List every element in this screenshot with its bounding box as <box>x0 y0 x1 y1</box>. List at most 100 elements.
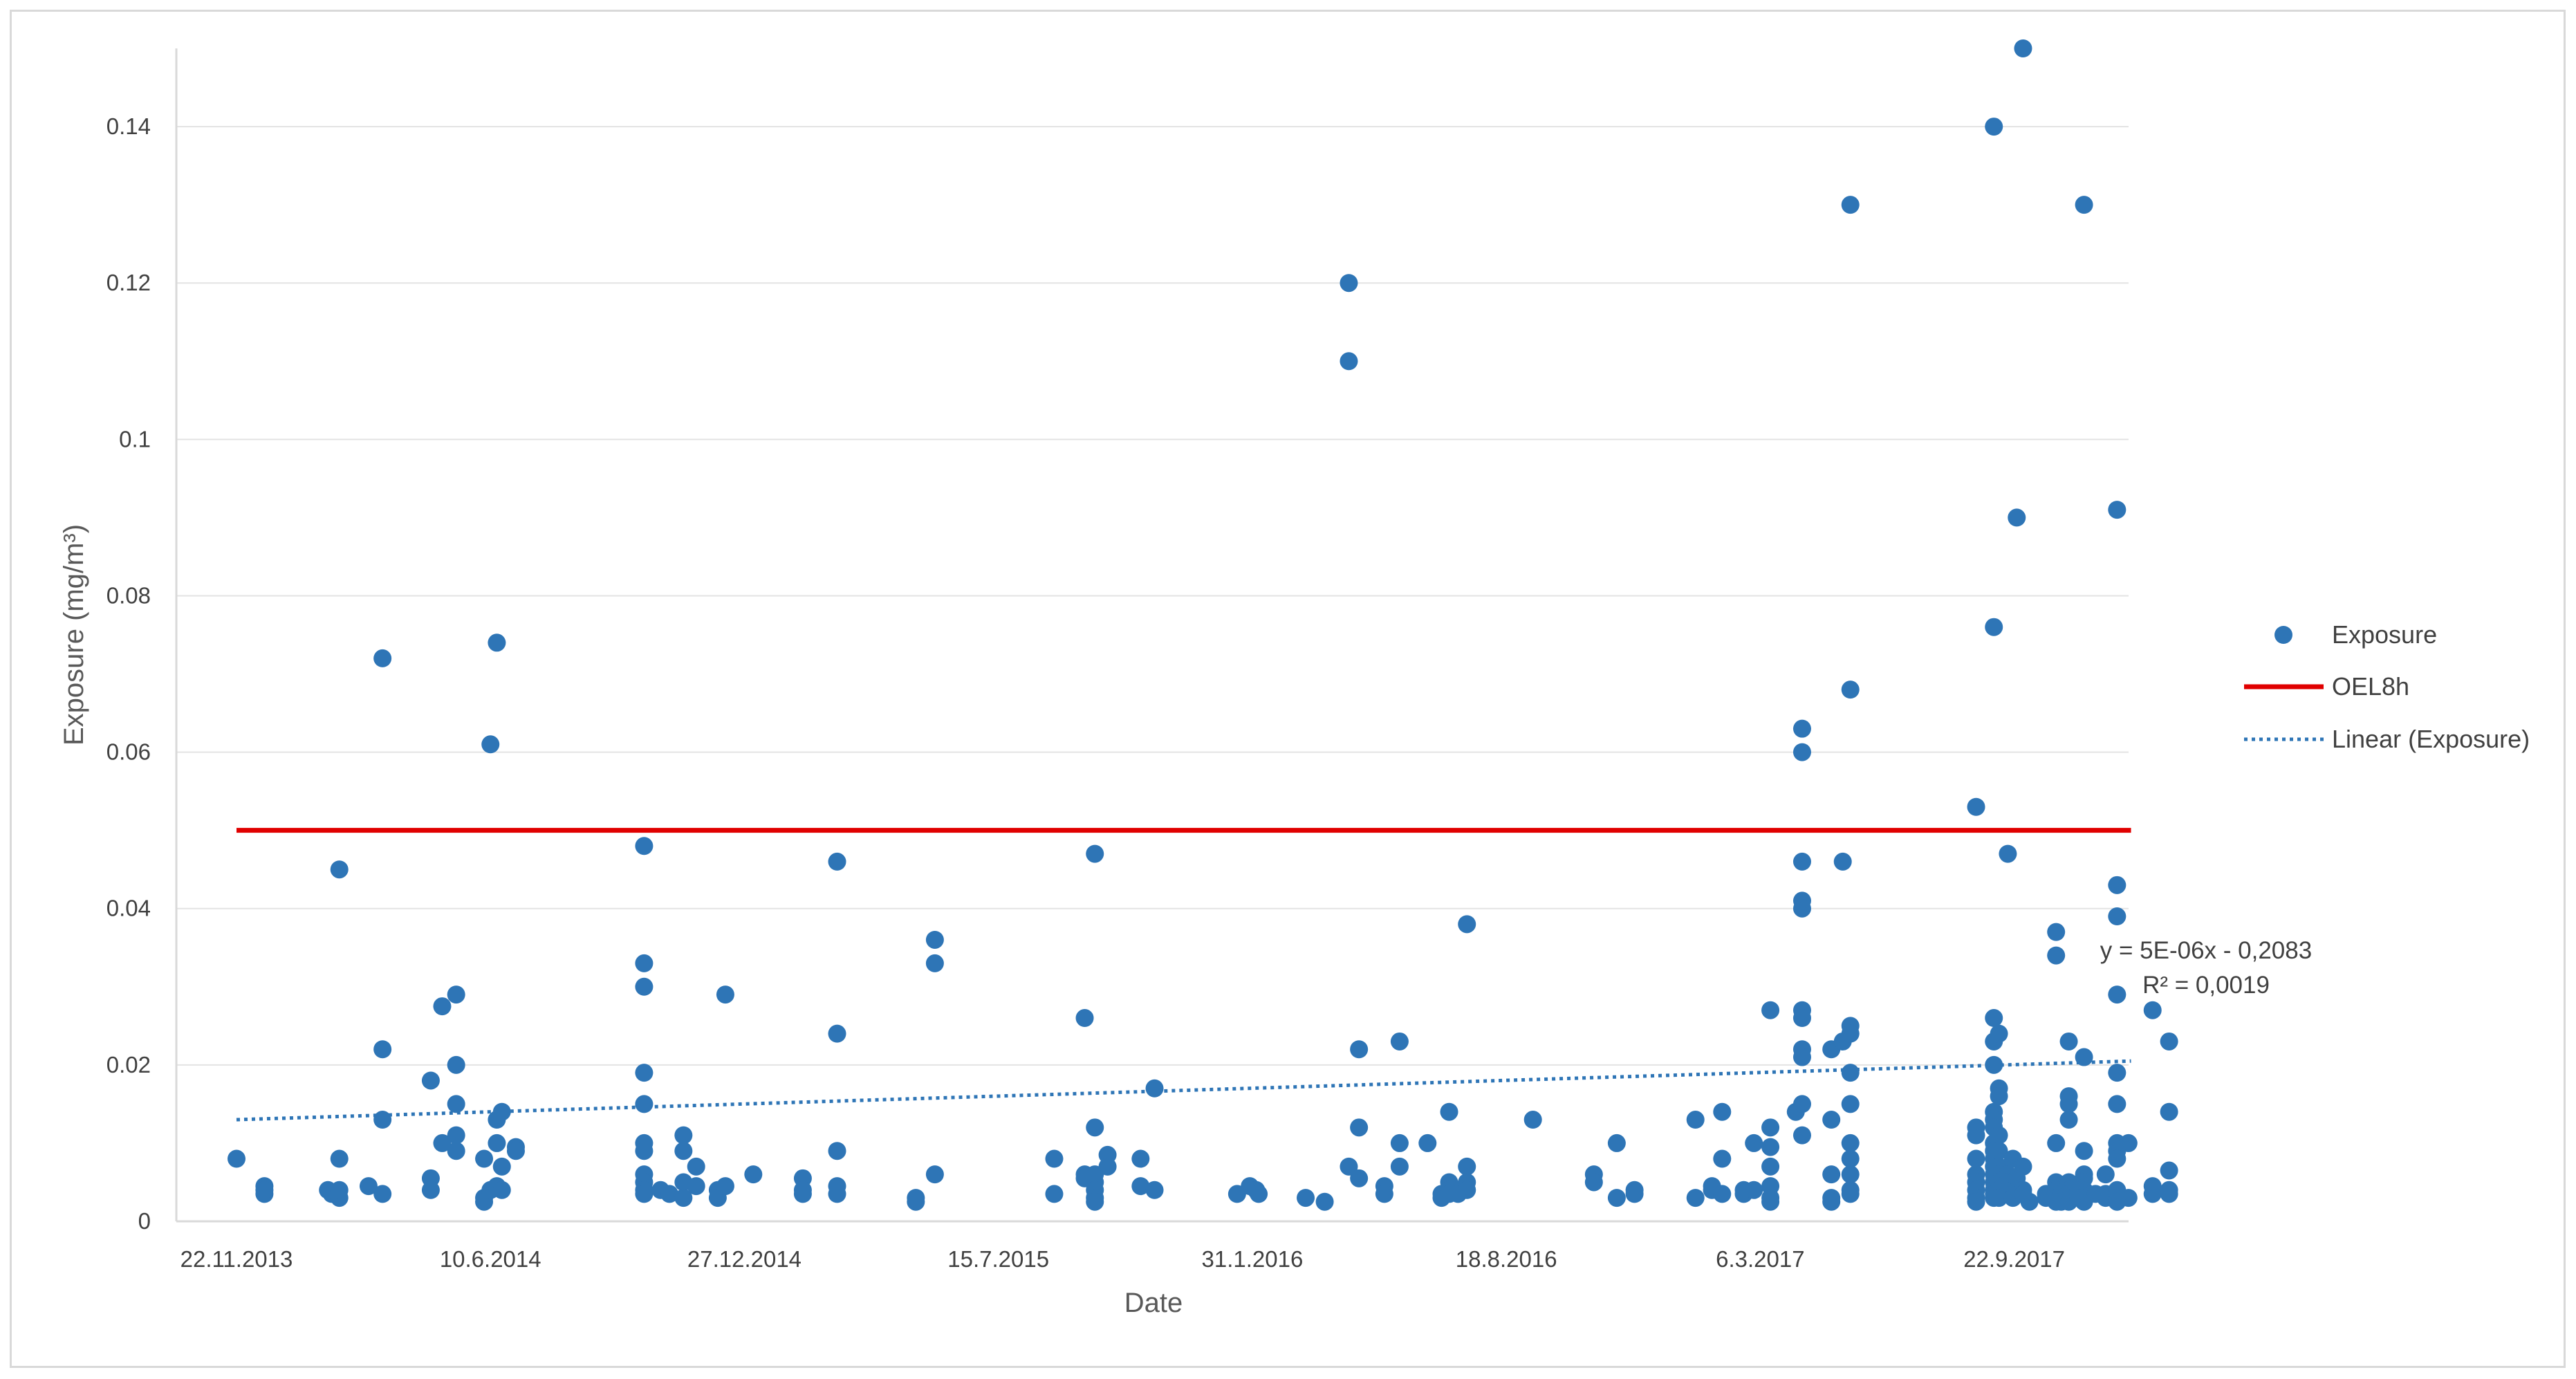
exposure-point <box>635 1064 654 1082</box>
exposure-point <box>744 1165 763 1184</box>
exposure-point <box>635 954 654 972</box>
exposure-point <box>447 1095 465 1113</box>
x-tick-label: 27.12.2014 <box>687 1246 801 1272</box>
exposure-point <box>1075 1009 1094 1028</box>
exposure-point <box>2108 501 2126 519</box>
exposure-point <box>433 1133 452 1152</box>
exposure-point <box>330 860 349 879</box>
x-tick-label: 18.8.2016 <box>1456 1246 1557 1272</box>
exposure-point <box>2143 1185 2162 1203</box>
exposure-point <box>1990 1189 2008 1207</box>
exposure-point <box>1761 1118 1780 1137</box>
exposure-point <box>1761 1157 1780 1176</box>
y-axis-title: Exposure (mg/m³) <box>59 524 89 746</box>
exposure-point <box>925 954 944 972</box>
exposure-point <box>2108 985 2126 1004</box>
exposure-point <box>2047 923 2066 941</box>
exposure-point <box>506 1142 525 1160</box>
exposure-point <box>828 1185 846 1203</box>
exposure-point <box>1440 1102 1458 1121</box>
legend-exposure-marker <box>2274 626 2292 644</box>
exposure-point <box>1086 1118 1104 1137</box>
exposure-point <box>2075 1048 2093 1066</box>
legend-oel8h-label: OEL8h <box>2332 672 2409 701</box>
exposure-point <box>635 977 654 996</box>
exposure-point <box>1841 1185 1860 1203</box>
exposure-point <box>828 852 846 871</box>
exposure-point <box>1713 1102 1732 1121</box>
exposure-point <box>2160 1032 2178 1051</box>
exposure-point <box>1990 1024 2008 1043</box>
exposure-point <box>255 1181 274 1199</box>
exposure-point <box>1418 1133 1437 1152</box>
exposure-point <box>1967 1126 1985 1145</box>
x-tick-label: 22.9.2017 <box>1963 1246 2065 1272</box>
exposure-point <box>1841 1149 1860 1168</box>
exposure-point <box>1713 1149 1732 1168</box>
exposure-point <box>1990 1126 2008 1145</box>
exposure-point <box>1967 1149 1985 1168</box>
exposure-point <box>1607 1189 1626 1207</box>
exposure-point <box>716 1177 734 1196</box>
exposure-point <box>1999 844 2017 863</box>
exposure-point <box>2014 39 2032 57</box>
exposure-point <box>1841 196 1860 214</box>
exposure-point <box>1985 1009 2003 1028</box>
exposure-point <box>1792 1048 1811 1066</box>
exposure-point <box>1458 1181 1476 1199</box>
x-tick-label: 6.3.2017 <box>1716 1246 1804 1272</box>
gridlines <box>176 126 2129 1066</box>
exposure-point <box>1131 1177 1150 1196</box>
y-tick-label: 0.08 <box>106 582 151 608</box>
y-tick-label: 0.04 <box>106 896 151 921</box>
exposure-point <box>2059 1032 2078 1051</box>
exposure-point <box>1350 1169 1369 1187</box>
exposure-point <box>2075 1142 2093 1160</box>
x-tick-label: 10.6.2014 <box>440 1246 541 1272</box>
exposure-point <box>447 1055 465 1074</box>
exposure-point <box>2059 1095 2078 1113</box>
exposure-point <box>433 997 452 1016</box>
exposure-point <box>421 1181 440 1199</box>
exposure-point <box>2072 1189 2091 1207</box>
exposure-point <box>1086 844 1104 863</box>
exposure-point <box>1792 852 1811 871</box>
exposure-point <box>1985 1055 2003 1074</box>
exposure-point <box>674 1189 693 1207</box>
exposure-point <box>2008 508 2026 527</box>
exposure-point <box>1686 1189 1705 1207</box>
exposure-point <box>1841 1024 1860 1043</box>
exposure-point <box>2086 1185 2105 1203</box>
exposure-point <box>1841 681 1860 699</box>
exposure-point <box>1045 1149 1064 1168</box>
y-tick-label: 0.02 <box>106 1052 151 1077</box>
exposure-point <box>359 1177 378 1196</box>
exposure-point <box>1145 1079 1164 1098</box>
exposure-point <box>330 1181 349 1199</box>
x-tick-labels: 22.11.2013 10.6.2014 27.12.2014 15.7.2015 31… <box>180 1246 2065 1272</box>
legend-exposure-label: Exposure <box>2332 620 2437 649</box>
exposure-point <box>793 1185 812 1203</box>
exposure-point <box>1098 1157 1117 1176</box>
exposure-point <box>635 1142 654 1160</box>
exposure-point <box>2014 1157 2032 1176</box>
trendline-equation: y = 5E-06x - 0,2083 <box>2100 937 2312 964</box>
exposure-point <box>1833 852 1852 871</box>
exposure-point <box>1792 719 1811 738</box>
exposure-point <box>1340 274 1358 293</box>
exposure-point <box>2119 1189 2138 1207</box>
exposure-point <box>1985 618 2003 636</box>
exposure-series <box>228 39 2178 1211</box>
y-tick-label: 0.14 <box>106 113 151 139</box>
exposure-point <box>1792 1126 1811 1145</box>
exposure-point <box>1607 1133 1626 1152</box>
exposure-point <box>1841 1095 1860 1113</box>
exposure-point <box>1350 1040 1369 1059</box>
exposure-point <box>373 1111 392 1129</box>
exposure-point <box>2052 1192 2070 1211</box>
exposure-point <box>447 1142 465 1160</box>
exposure-point <box>828 1024 846 1043</box>
exposure-point <box>1340 1157 1358 1176</box>
exposure-point <box>1841 1165 1860 1184</box>
y-tick-label: 0.06 <box>106 739 151 765</box>
